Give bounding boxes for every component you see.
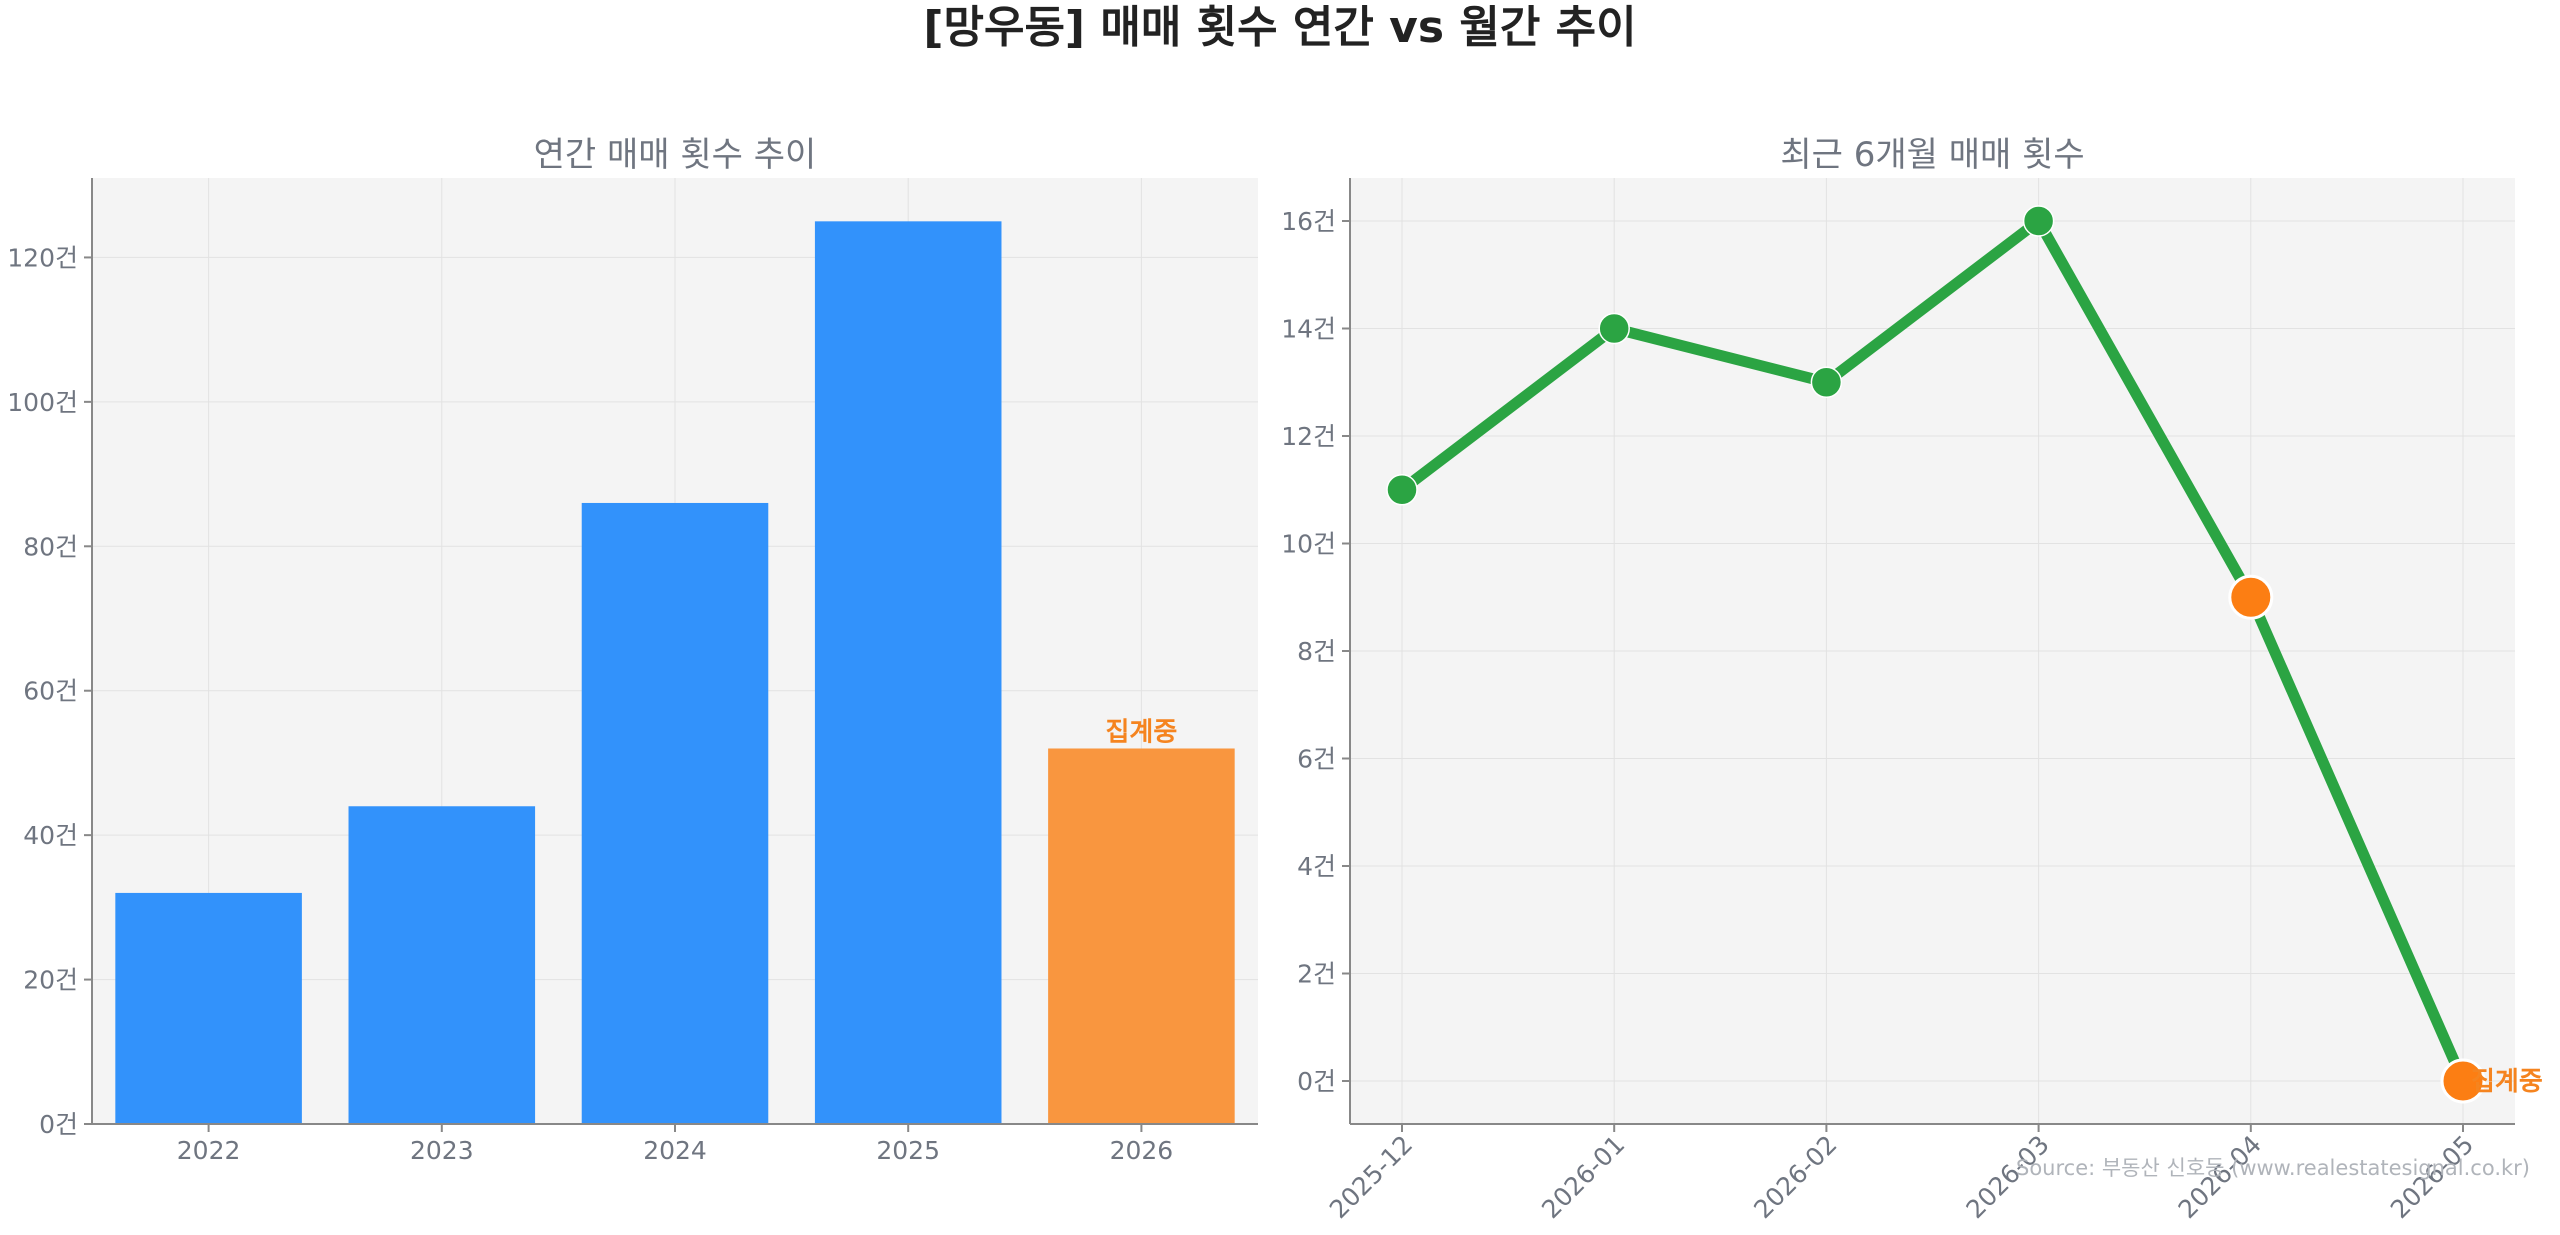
chart-title: 연간 매매 횟수 추이 [534, 135, 817, 175]
y-tick-label: 20건 [23, 966, 78, 995]
chart-title: 최근 6개월 매매 횟수 [1780, 135, 2084, 175]
series-line [1396, 215, 2469, 1087]
x-tick-label: 2026-01 [1536, 1130, 1630, 1224]
y-tick-label: 8건 [1297, 637, 1336, 666]
y-tick-label: 0건 [39, 1110, 78, 1139]
y-tick-label: 120건 [7, 243, 78, 272]
pending-label: 집계중 [1106, 717, 1178, 747]
y-tick-label: 0건 [1297, 1067, 1336, 1096]
x-tick-label: 2024 [643, 1136, 707, 1165]
bar [581, 502, 769, 1125]
data-point [2022, 205, 2055, 237]
figure-title: [망우동] 매매 횟수 연간 vs 월간 추이 [923, 2, 1636, 53]
bar-pending [1048, 748, 1235, 1124]
data-point [1810, 366, 1843, 398]
y-tick-label: 100건 [7, 388, 78, 417]
y-tick-label: 10건 [1281, 530, 1336, 559]
y-tick-label: 16건 [1281, 207, 1336, 236]
bar [814, 221, 1002, 1124]
y-tick-label: 60건 [23, 677, 78, 706]
y-tick-label: 12건 [1281, 422, 1336, 451]
y-tick-label: 6건 [1297, 745, 1336, 774]
bar [348, 806, 536, 1124]
x-tick-label: 2026 [1110, 1136, 1174, 1165]
source-note: Source: 부동산 신호등 (www.realestatesignal.co… [2016, 1156, 2530, 1180]
data-point-pending [2440, 1058, 2486, 1104]
y-tick-label: 14건 [1281, 315, 1336, 344]
x-tick-label: 2023 [410, 1136, 474, 1165]
data-point [1598, 312, 1630, 345]
y-tick-label: 40건 [23, 821, 78, 850]
x-tick-label: 2025 [876, 1136, 940, 1165]
x-tick-label: 2022 [177, 1136, 241, 1165]
y-tick-label: 80건 [23, 532, 78, 561]
x-tick-label: 2025-12 [1324, 1130, 1418, 1224]
x-tick-label: 2026-02 [1748, 1130, 1842, 1224]
y-tick-label: 2건 [1297, 960, 1336, 989]
data-point [1386, 474, 1418, 506]
annual-bar-chart: 집계중 0건 20건 40건 60건 80건 100건 120건 2022 2023 2024 202… [7, 135, 1258, 1165]
y-tick-label: 4건 [1297, 852, 1336, 881]
monthly-line-chart: 집계중 0건 2건 4건 6건 8건 10건 12건 14건 16건 2025-12 2026-01 2… [1281, 135, 2543, 1224]
bar [115, 892, 302, 1124]
data-point-pending [2228, 574, 2274, 620]
pending-label: 집계중 [2471, 1067, 2543, 1097]
